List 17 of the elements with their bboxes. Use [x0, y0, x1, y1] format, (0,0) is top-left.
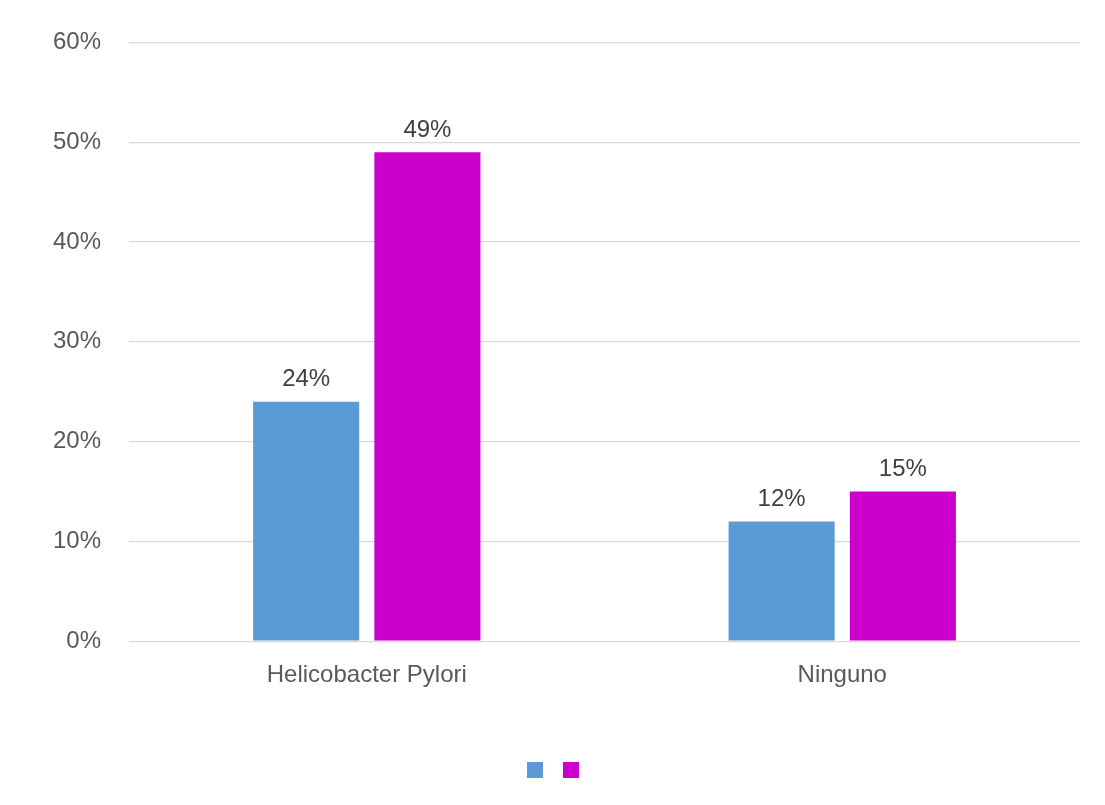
y-tick-label: 40%: [52, 226, 102, 254]
data-label: 24%: [282, 364, 331, 392]
x-tick-label: Ninguno: [797, 660, 887, 688]
x-tick-label: Helicobacter Pylori: [266, 660, 467, 688]
data-label: 12%: [757, 484, 806, 512]
bar: [253, 401, 360, 641]
bar: [728, 521, 835, 641]
y-tick-label: 30%: [52, 326, 102, 354]
data-label: 15%: [878, 454, 927, 482]
y-tick-label: 10%: [52, 526, 102, 554]
data-label: 49%: [403, 114, 452, 142]
bar: [374, 152, 481, 641]
y-tick-label: 0%: [66, 625, 102, 653]
y-tick-label: 20%: [52, 426, 102, 454]
bar: [849, 491, 956, 641]
y-tick-label: 60%: [52, 27, 102, 55]
y-tick-label: 50%: [52, 126, 102, 154]
